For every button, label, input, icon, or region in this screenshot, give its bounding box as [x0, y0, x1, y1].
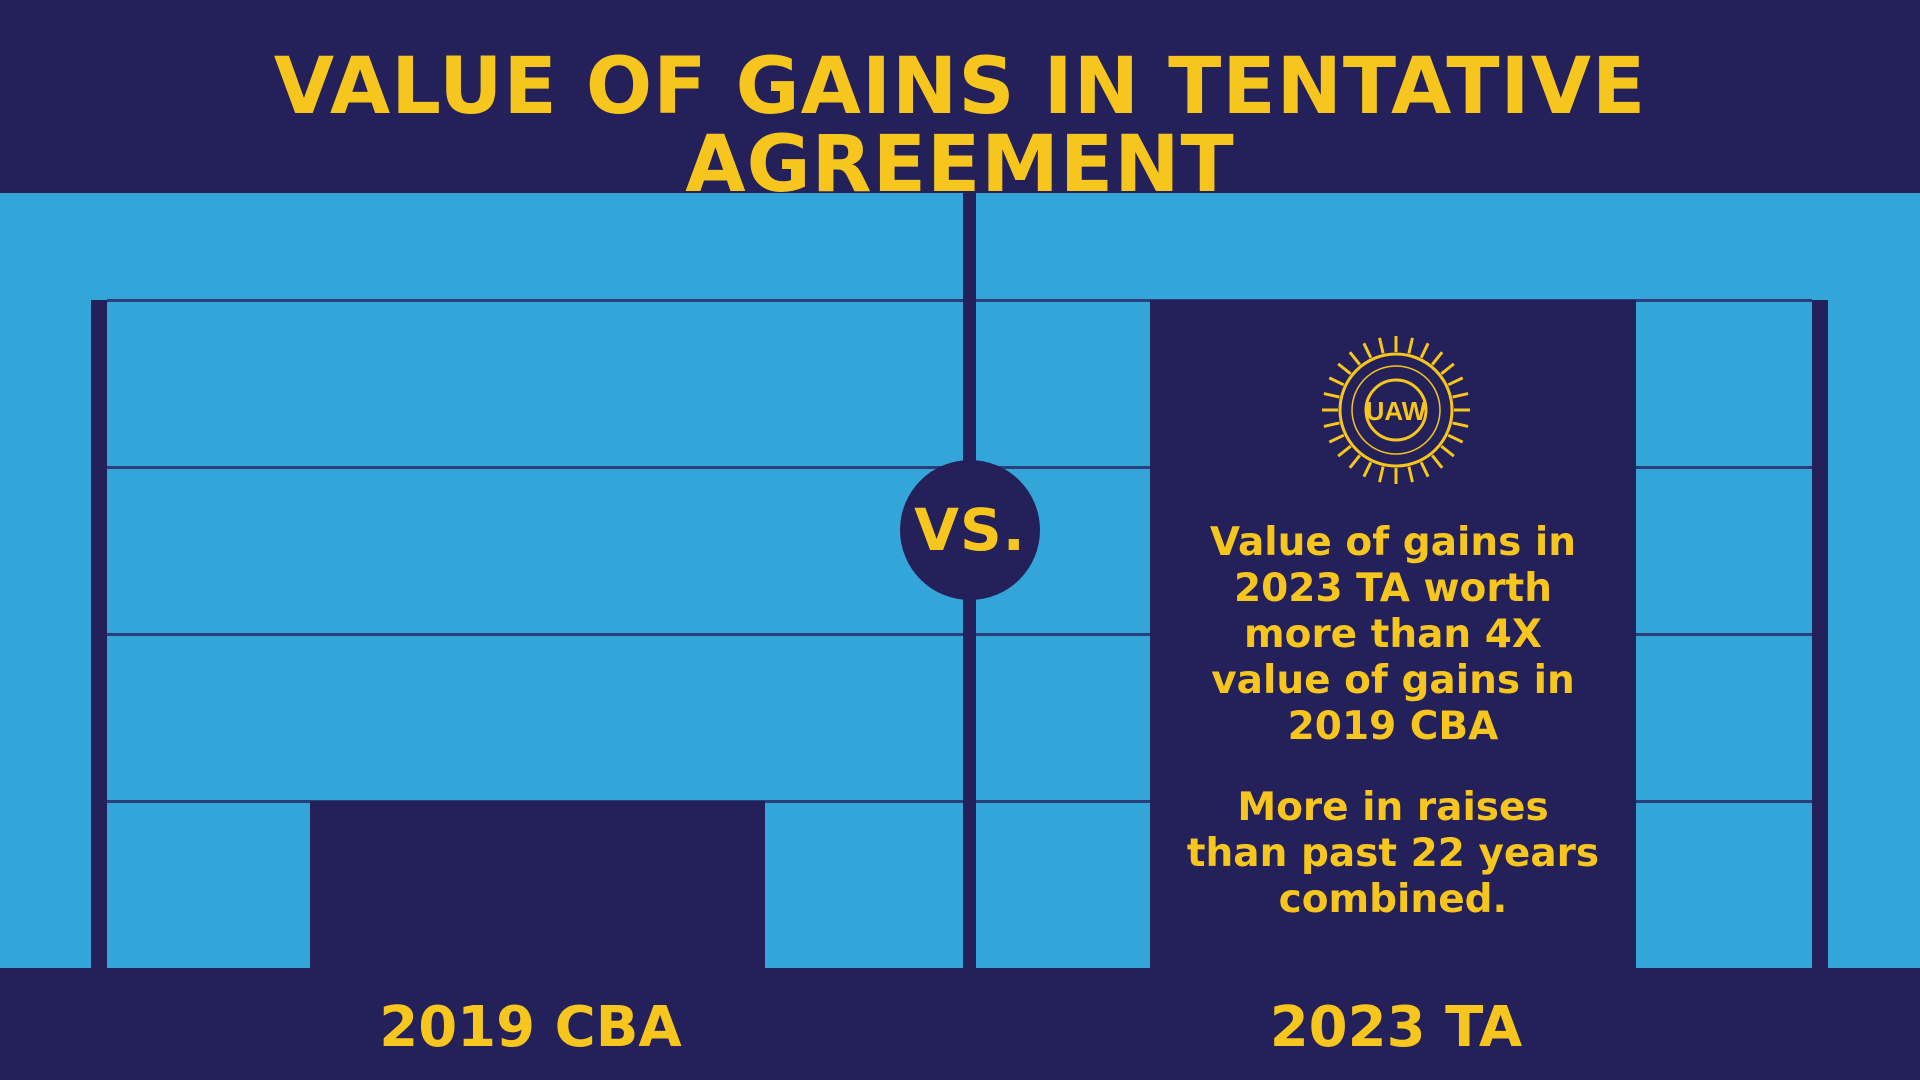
- gridline-left-2: [107, 633, 963, 636]
- gridline-left-4: [107, 299, 963, 302]
- annotation-line-4: value of gains in: [1211, 658, 1575, 703]
- category-label-2023: 2023 TA: [1269, 995, 1523, 1060]
- annotation-line-7: than past 22 years: [1186, 831, 1600, 876]
- seal-tooth: [1452, 421, 1469, 428]
- seal-tooth: [1447, 376, 1464, 387]
- annotation-line-1: Value of gains in: [1209, 520, 1577, 565]
- annotation-line-8: combined.: [1278, 877, 1508, 922]
- vs-badge: VS.: [900, 460, 1040, 600]
- seal-tooth: [1323, 421, 1340, 428]
- gridline-left-3: [107, 466, 963, 469]
- logo-text: UAW: [1366, 396, 1427, 426]
- category-label-2019: 2019 CBA: [379, 995, 682, 1060]
- vs-label: VS.: [914, 496, 1026, 564]
- plot-frame-left: [91, 300, 107, 968]
- annotation-line-5: 2019 CBA: [1287, 704, 1499, 749]
- seal-tooth: [1430, 351, 1444, 366]
- uaw-seal-icon: UAW: [1322, 336, 1470, 484]
- seal-tooth: [1348, 351, 1362, 366]
- bar-annotation-secondary: More in raises than past 22 years combin…: [1150, 785, 1636, 923]
- seal-tooth: [1337, 362, 1352, 376]
- seal-tooth: [1328, 433, 1345, 444]
- seal-tooth: [1323, 392, 1340, 399]
- bar-2023-ta: [1150, 300, 1636, 968]
- seal-tooth: [1419, 461, 1430, 478]
- seal-tooth: [1430, 454, 1444, 469]
- seal-tooth: [1419, 342, 1430, 359]
- seal-tooth: [1452, 392, 1469, 399]
- bar-annotation-main: Value of gains in 2023 TA worth more tha…: [1150, 520, 1636, 750]
- seal-tooth: [1328, 376, 1345, 387]
- annotation-line-3: more than 4X: [1244, 612, 1542, 657]
- annotation-line-6: More in raises: [1237, 785, 1549, 830]
- seal-tooth: [1378, 337, 1385, 354]
- plot-frame-right: [1812, 300, 1828, 968]
- seal-tooth: [1348, 454, 1362, 469]
- bar-2019-cba: [310, 801, 765, 968]
- seal-tooth: [1447, 433, 1464, 444]
- seal-tooth: [1440, 444, 1455, 458]
- seal-tooth: [1337, 444, 1352, 458]
- chart-title: VALUE OF GAINS IN TENTATIVE AGREEMENT: [273, 42, 1647, 210]
- annotation-line-2: 2023 TA worth: [1234, 566, 1552, 611]
- seal-tooth: [1362, 342, 1373, 359]
- seal-tooth: [1378, 466, 1385, 483]
- seal-tooth: [1440, 362, 1455, 376]
- seal-tooth: [1407, 337, 1414, 354]
- seal-tooth: [1362, 461, 1373, 478]
- seal-tooth: [1407, 466, 1414, 483]
